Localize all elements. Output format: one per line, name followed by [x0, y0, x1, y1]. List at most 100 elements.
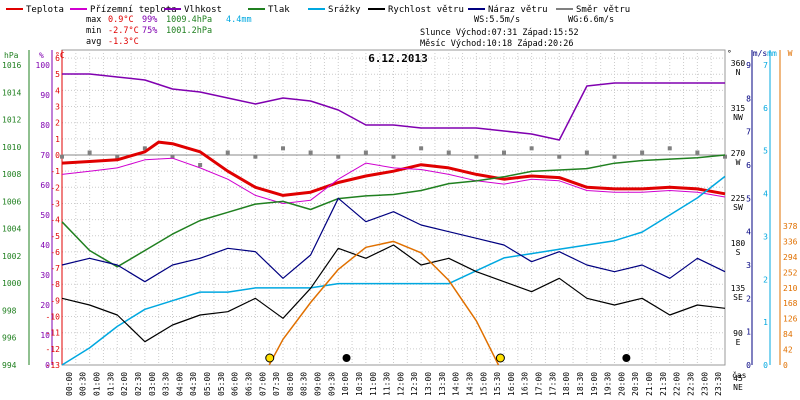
- axis-hpa-tick: 998: [2, 306, 17, 315]
- axis-temp-tick: -6: [50, 248, 60, 257]
- axis-pct-tick: 60: [40, 181, 50, 190]
- axis-x-tick: 15:00: [479, 372, 488, 396]
- stat-min-temp: -2.7°C: [108, 26, 139, 36]
- axis-dir-tick: 135: [731, 284, 746, 293]
- axis-dir-tick: 180: [731, 239, 746, 248]
- legend-label-feels_like: Přízemní teplota: [90, 5, 177, 15]
- axis-pct-tick: 50: [40, 211, 50, 220]
- axis-x-tick: 12:30: [410, 372, 419, 396]
- sunset-icon: [495, 353, 505, 363]
- axis-temp-tick: -10: [46, 313, 61, 322]
- axis-w-tick: 210: [783, 284, 798, 293]
- axis-hpa-tick: 1006: [2, 197, 21, 206]
- axis-x-tick: 21:30: [659, 372, 668, 396]
- stat-avg-label: avg: [86, 37, 101, 47]
- axis-pct-tick: 10: [40, 331, 50, 340]
- axis-mm-title: mm: [767, 49, 777, 58]
- stat-sun: Slunce Východ:07:31 Západ:15:52: [420, 28, 579, 38]
- wind-dir-point: [170, 154, 175, 159]
- axis-temp-tick: -13: [46, 361, 61, 370]
- stat-max-label: max: [86, 15, 101, 25]
- axis-hpa-tick: 1008: [2, 170, 21, 179]
- axis-hpa-tick: 1002: [2, 252, 21, 261]
- axis-x-tick: 16:30: [521, 372, 530, 396]
- series-line-humidity: [62, 73, 725, 141]
- axis-temp-title: °C: [55, 51, 65, 60]
- stat-avg-temp: -1.3°C: [108, 37, 139, 47]
- axis-mm-tick: 6: [763, 104, 768, 113]
- wind-dir-point: [723, 154, 727, 159]
- axis-dir-tick: S: [736, 248, 741, 257]
- axis-hpa-tick: 1012: [2, 116, 21, 125]
- axis-ms-tick: 3: [746, 261, 751, 270]
- series-line-feels_like: [61, 157, 726, 204]
- axis-dir-tick: 360: [731, 59, 746, 68]
- stat-max-hum: 99%: [142, 15, 157, 25]
- stat-ws: WS:5.5m/s: [474, 15, 520, 25]
- axis-temp-tick: -8: [50, 280, 60, 289]
- stat-min-press: 1001.2hPa: [166, 26, 212, 36]
- axis-x-tick: 05:30: [217, 372, 226, 396]
- axis-x-tick: 23:30: [714, 372, 723, 396]
- wind-dir-point: [363, 150, 368, 155]
- axis-ms-tick: 2: [746, 294, 751, 303]
- axis-x-tick: 06:00: [231, 372, 240, 396]
- stat-min-label: min: [86, 26, 101, 36]
- axis-temp-tick: -2: [50, 183, 60, 192]
- axis-temp-tick: 5: [55, 70, 60, 79]
- axis-temp-tick: -3: [50, 199, 60, 208]
- axis-temp-tick: 4: [55, 86, 60, 95]
- axis-pct-tick: 20: [40, 301, 50, 310]
- axis-x-tick: 04:00: [175, 372, 184, 396]
- axis-pct-title: %: [39, 51, 44, 60]
- axis-x-tick: 08:30: [300, 372, 309, 396]
- axis-w-tick: 0: [783, 361, 788, 370]
- axis-mm-tick: 3: [763, 232, 768, 241]
- legend-label-precipitation: Srážky: [328, 5, 361, 15]
- axis-ms-tick: 6: [746, 161, 751, 170]
- legend-label-temperature: Teplota: [26, 5, 64, 15]
- chart-axes: hPa% °C1016101410121010100810061004100210…: [2, 49, 798, 396]
- axis-x-tick: 04:30: [189, 372, 198, 396]
- series-line-precipitation: [61, 175, 726, 366]
- axis-ms-tick: 9: [746, 61, 751, 70]
- axis-x-tick: 02:30: [134, 372, 143, 396]
- wind-dir-point: [225, 150, 230, 155]
- axis-x-tick: 00:00: [65, 372, 74, 396]
- legend-label-pressure: Tlak: [268, 5, 290, 15]
- axis-x-tick: 17:00: [535, 372, 544, 396]
- series-line-wind_gust: [61, 197, 726, 283]
- axis-x-tick: 16:00: [507, 372, 516, 396]
- wind-dir-point: [198, 163, 203, 167]
- axis-pct-tick: 0: [45, 361, 50, 370]
- wind-dir-point: [253, 154, 258, 159]
- axis-time-title: čas: [732, 370, 747, 380]
- axis-x-tick: 10:00: [341, 372, 350, 396]
- wind-dir-point: [308, 150, 313, 155]
- axis-dir-tick: SW: [733, 203, 743, 212]
- axis-x-tick: 13:30: [438, 372, 447, 396]
- axis-x-tick: 07:30: [272, 372, 281, 396]
- wind-dir-point: [115, 154, 120, 159]
- axis-temp-tick: 3: [55, 103, 60, 112]
- axis-x-tick: 08:00: [286, 372, 295, 396]
- stat-wg: WG:6.6m/s: [568, 15, 614, 25]
- wind-dir-point: [557, 154, 562, 159]
- axis-temp-tick: 6: [55, 54, 60, 63]
- stats-block: max 0.9°C 99% 1009.4hPa 4.4mm min -2.7°C 75% 100…: [86, 15, 614, 49]
- axis-x-tick: 01:30: [106, 372, 115, 396]
- axis-mm-tick: 4: [763, 190, 768, 199]
- wind-dir-point: [584, 150, 589, 155]
- axis-dir-tick: 90: [733, 329, 743, 338]
- axis-ms-tick: 0: [746, 361, 751, 370]
- axis-dir-tick: 315: [731, 104, 746, 113]
- axis-temp-tick: -9: [50, 296, 60, 305]
- series-line-wind_speed: [61, 244, 726, 343]
- axis-pct-tick: 80: [40, 121, 50, 130]
- axis-w-tick: 84: [783, 330, 793, 339]
- axis-deg-title: °: [727, 49, 732, 58]
- axis-temp-tick: -5: [50, 232, 60, 241]
- axis-hpa-tick: 994: [2, 361, 17, 370]
- chart-legend: Teplota Přízemní teplota Vlhkost Tlak Srážky…: [6, 5, 630, 15]
